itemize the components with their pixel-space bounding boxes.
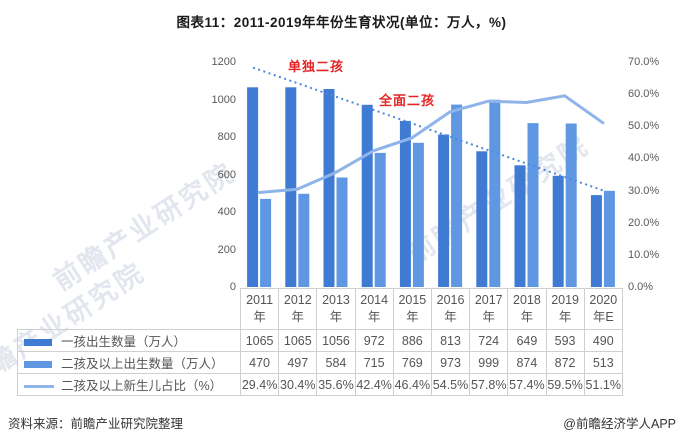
left-axis-tick: 1000 [211,93,236,106]
bar-first-child [590,195,602,287]
legend-bar-swatch [24,361,52,369]
value-cell: 972 [354,329,394,352]
annotation-quanmian-erhai: 全面二孩 [379,93,436,108]
line-second-child-share [257,94,605,194]
right-axis-tick: 50.0% [628,120,660,133]
bar-second-child [489,99,501,287]
value-cell: 584 [316,351,356,374]
bar-first-child [323,89,335,287]
left-axis-tick: 1200 [211,56,236,68]
value-cell: 886 [392,329,432,352]
value-cell: 30.4% [278,373,318,396]
bar-second-child [260,198,272,287]
bar-first-child [399,120,411,288]
bar-first-child [438,134,450,287]
bar-first-child [285,87,297,287]
app-credit: @前瞻经济学人APP [563,417,676,431]
right-axis-tick: 70.0% [628,56,660,68]
value-cell: 57.8% [469,373,509,396]
value-cell: 42.4% [354,373,394,396]
value-cell: 54.5% [430,373,471,396]
right-axis-tick: 10.0% [628,248,660,261]
bar-first-child [514,165,526,287]
bar-second-child [527,123,539,287]
right-axis-tick: 0.0% [628,281,654,293]
bar-second-child [298,193,310,287]
right-axis-tick: 30.0% [628,184,660,197]
value-cell: 57.4% [507,373,547,396]
bar-first-child [361,104,373,288]
value-cell: 724 [469,329,509,352]
value-cell: 649 [507,329,547,352]
bar-first-child [552,175,564,287]
value-cell: 872 [545,351,585,374]
value-cell: 715 [354,351,394,374]
value-cell: 35.6% [316,373,356,396]
bar-second-child [412,142,424,287]
bar-second-child [336,177,348,287]
year-header-cell: 2019 年 [545,288,585,330]
year-header-cell: 2017 年 [469,288,509,330]
year-header-cell: 2020 年E [583,288,623,330]
value-cell: 1065 [239,329,280,352]
value-cell: 769 [392,351,432,374]
bar-second-child [565,123,577,287]
value-cell: 973 [430,351,471,374]
series-label: 二孩及以上新生儿占比（%） [61,379,223,393]
chart-plot-area [247,66,615,288]
annotation-dandu-erhai: 单独二孩 [288,59,345,74]
data-table: 2011 年 2012 年 2013 年 2014 年 2015 年 2016 年 2017 年 2018 年… [17,288,623,396]
value-cell: 490 [583,329,623,352]
value-cell: 999 [469,351,509,374]
left-axis-tick: 600 [217,168,236,181]
series-label: 一孩出生数量（万人） [61,335,187,349]
right-axis-tick: 40.0% [628,152,660,165]
value-cell: 593 [545,329,585,352]
year-header-cell: 2012 年 [278,288,318,330]
year-header-cell: 2011 年 [239,288,280,330]
table-corner-cell [18,289,241,330]
bar-first-child [476,151,488,288]
value-cell: 874 [507,351,547,374]
page-title: 图表11：2011-2019年年份生育状况(单位：万人，%) [176,15,507,30]
legend-cell: 二孩及以上出生数量（万人） [17,351,241,374]
value-cell: 59.5% [545,373,585,396]
left-axis-tick: 400 [217,206,236,218]
legend-line-swatch [24,385,54,389]
value-cell: 1056 [316,329,356,352]
year-header-cell: 2015 年 [392,288,432,330]
bar-second-child [603,190,615,287]
year-header-cell: 2014 年 [354,288,394,330]
bar-second-child [374,152,386,287]
value-cell: 51.1% [583,373,623,396]
right-axis-tick: 60.0% [628,88,660,101]
value-cell: 513 [583,351,623,374]
value-cell: 497 [278,351,318,374]
source-note: 资料来源：前瞻产业研究院整理 [8,417,184,431]
value-cell: 29.4% [239,373,280,396]
value-cell: 46.4% [392,373,432,396]
value-cell: 1065 [278,329,318,352]
left-axis-tick: 800 [217,131,236,143]
legend-cell: 一孩出生数量（万人） [17,329,241,352]
value-cell: 813 [430,329,471,352]
year-header-cell: 2018 年 [507,288,547,330]
legend-cell: 二孩及以上新生儿占比（%） [17,373,241,396]
legend-bar-swatch [24,339,52,347]
bar-first-child [247,87,259,287]
series-label: 二孩及以上出生数量（万人） [61,357,224,371]
year-header-cell: 2013 年 [316,288,356,330]
bar-second-child [451,104,463,287]
left-axis-tick: 0 [229,281,236,293]
right-axis-tick: 20.0% [628,216,660,229]
trendline-dotted [252,66,604,192]
left-axis-tick: 200 [217,243,236,256]
value-cell: 470 [239,351,280,374]
year-header-cell: 2016 年 [430,288,471,330]
